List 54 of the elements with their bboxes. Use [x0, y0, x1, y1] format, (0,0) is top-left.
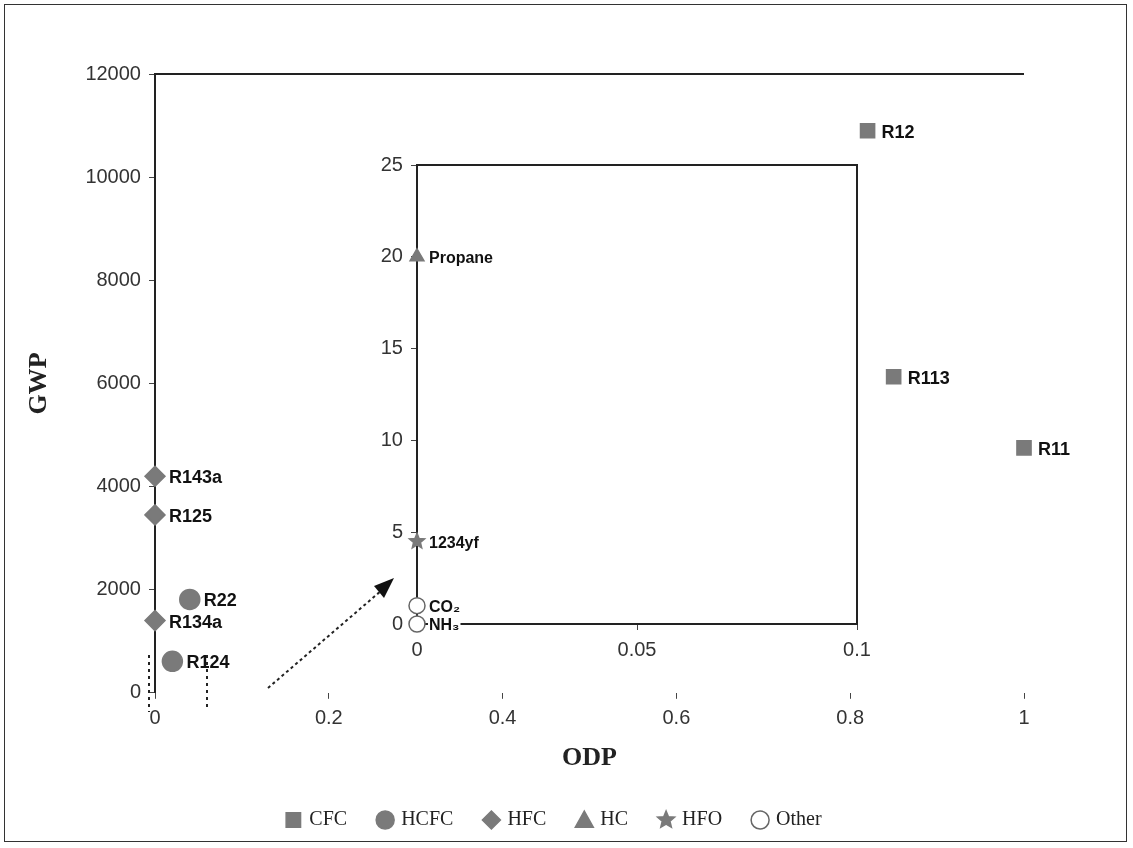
- legend-label: Other: [776, 807, 822, 830]
- y-tick-label: 6000: [96, 370, 141, 393]
- annotation: R143a: [169, 467, 224, 488]
- point: [859, 122, 876, 139]
- x-tick-label: 0: [411, 637, 423, 660]
- y-tick-label: 12000: [85, 61, 141, 84]
- annotation: R134a: [169, 611, 224, 632]
- point: [161, 650, 184, 673]
- annotation: NH₃: [429, 616, 460, 634]
- legend-label: HC: [600, 807, 629, 830]
- y-tick-label: 10000: [85, 164, 141, 187]
- x-tick-label: 0.6: [662, 706, 691, 729]
- y-tick-label: 4000: [96, 474, 141, 497]
- annotation: CO₂: [429, 598, 461, 616]
- x-tick-label: 0: [149, 706, 161, 729]
- point: [885, 368, 902, 385]
- y-axis-title: GWP: [23, 352, 53, 415]
- annotation: R113: [907, 367, 950, 388]
- y-tick-label: 10: [380, 427, 403, 450]
- x-tick-label: 0.1: [843, 637, 871, 660]
- x-axis-title: ODP: [562, 742, 618, 772]
- y-tick-label: 20: [380, 244, 403, 267]
- point: [409, 248, 425, 262]
- y-tick-label: 5: [391, 519, 403, 542]
- legend-label: CFC: [309, 807, 348, 830]
- point: [408, 596, 426, 615]
- y-tick-label: 0: [129, 680, 141, 703]
- point: [408, 615, 426, 633]
- point: [179, 588, 201, 611]
- annotation: R125: [169, 505, 213, 526]
- y-tick-label: 15: [380, 336, 403, 359]
- y-tick-label: 0: [391, 611, 403, 634]
- y-tick-label: 8000: [96, 267, 141, 290]
- x-tick-label: 0.05: [617, 637, 657, 660]
- point: [408, 532, 426, 549]
- legend-label: HCFC: [401, 807, 454, 830]
- y-tick-label: 25: [380, 152, 403, 175]
- legend-label: HFO: [682, 807, 723, 830]
- point: [144, 504, 166, 526]
- x-tick-label: 0.2: [314, 706, 343, 729]
- annotation: R124: [186, 652, 230, 673]
- x-tick-label: 0.8: [836, 706, 865, 729]
- x-tick-label: 0.4: [488, 706, 517, 729]
- point: [1016, 440, 1032, 456]
- legend-label: HFC: [507, 807, 547, 830]
- point: [144, 609, 166, 632]
- y-tick-label: 2000: [96, 577, 141, 600]
- point: [144, 465, 166, 487]
- annotation: R22: [203, 590, 237, 611]
- annotation: 1234yf: [429, 533, 480, 551]
- annotation: Propane: [429, 249, 494, 267]
- annotation: R11: [1038, 438, 1071, 459]
- annotation: R12: [881, 121, 915, 142]
- x-tick-label: 1: [1018, 706, 1030, 729]
